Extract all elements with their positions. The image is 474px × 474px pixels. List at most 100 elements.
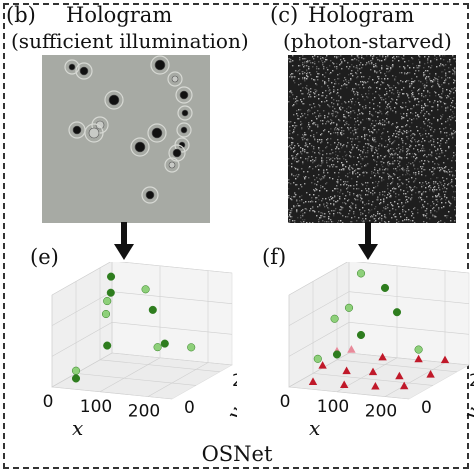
data-points bbox=[71, 272, 196, 383]
y-tick-label: 0 bbox=[184, 398, 195, 418]
grid-line bbox=[288, 291, 470, 326]
particle-ring bbox=[168, 144, 186, 162]
ground-truth-point bbox=[308, 377, 318, 385]
predicted-point bbox=[330, 314, 339, 323]
x-tick-label: 0 bbox=[280, 392, 291, 412]
y-tick-label: 200 bbox=[232, 371, 237, 391]
scatter3d-e: 010020002000246xyz bbox=[43, 262, 237, 440]
predicted-point bbox=[187, 343, 196, 352]
down-arrow-icon bbox=[114, 222, 134, 260]
panel-c-title: Hologram bbox=[308, 3, 415, 27]
predicted-point bbox=[313, 354, 322, 363]
particle-spot bbox=[172, 148, 182, 158]
particle-spot bbox=[151, 127, 163, 139]
x-axis-label: x bbox=[309, 416, 320, 440]
particle-ring bbox=[64, 59, 80, 75]
particle-ring bbox=[141, 186, 159, 204]
down-arrow-icon bbox=[358, 222, 378, 260]
grid-line bbox=[51, 322, 233, 357]
y-tick-label: 0 bbox=[421, 398, 432, 418]
particle-ring bbox=[75, 62, 93, 80]
ground-truth-point bbox=[426, 370, 435, 378]
x-axis-label: x bbox=[72, 416, 83, 440]
predicted-point bbox=[106, 272, 116, 281]
ground-truth-point bbox=[395, 371, 404, 380]
predicted-point bbox=[103, 297, 112, 306]
ground-truth-point bbox=[318, 361, 327, 369]
ground-truth-point bbox=[440, 355, 450, 364]
hologram-sufficient-image bbox=[42, 55, 210, 223]
particle-ring bbox=[91, 116, 109, 134]
panel-b-title: Hologram bbox=[66, 3, 173, 27]
predicted-point bbox=[106, 288, 115, 297]
particle-spot bbox=[181, 109, 189, 117]
predicted-point bbox=[160, 339, 169, 348]
x-tick-label: 0 bbox=[43, 392, 54, 412]
back-pane bbox=[348, 262, 470, 366]
scatter3d-f: 010020002000246xyz bbox=[280, 262, 474, 440]
y-tick-label: 200 bbox=[469, 371, 474, 391]
panel-c-label: (c) bbox=[270, 3, 299, 27]
particle-ring bbox=[167, 71, 183, 87]
x-tick-label: 100 bbox=[317, 397, 349, 417]
particle-ring bbox=[177, 105, 193, 121]
ground-truth-point bbox=[414, 354, 423, 363]
x-tick-label: 200 bbox=[365, 402, 397, 422]
predicted-point bbox=[101, 309, 111, 319]
predicted-point bbox=[380, 283, 390, 292]
predicted-point bbox=[103, 341, 112, 350]
back-pane bbox=[111, 262, 233, 366]
ground-truth-point bbox=[371, 381, 380, 390]
particle-spot bbox=[134, 141, 146, 153]
ground-truth-point bbox=[342, 366, 351, 375]
data-points bbox=[308, 269, 450, 390]
y-axis-label: y bbox=[221, 402, 237, 425]
ground-truth-point bbox=[340, 380, 349, 389]
predicted-point bbox=[71, 366, 81, 375]
particle-ring bbox=[150, 55, 170, 75]
particle-spot bbox=[154, 59, 166, 71]
particle-spot bbox=[108, 94, 120, 106]
predicted-point bbox=[356, 330, 366, 340]
grid-line bbox=[288, 262, 470, 296]
hologram-photon-starved-image bbox=[288, 55, 456, 223]
predicted-point bbox=[344, 303, 354, 312]
particle-spot bbox=[79, 66, 89, 76]
predicted-point bbox=[392, 308, 402, 317]
grid-line bbox=[51, 262, 233, 296]
particle-ring bbox=[176, 122, 192, 138]
y-axis-label: y bbox=[458, 402, 474, 425]
panel-b-subtitle: (sufficient illumination) bbox=[11, 29, 249, 53]
particle-spot bbox=[168, 161, 176, 169]
axes-panes bbox=[288, 262, 470, 400]
grid-line bbox=[288, 352, 470, 388]
predicted-point bbox=[414, 345, 423, 354]
particle-spot bbox=[145, 190, 155, 200]
particle-spot bbox=[95, 120, 105, 130]
panel-b-label: (b) bbox=[6, 3, 36, 27]
ground-truth-point bbox=[378, 352, 387, 361]
particle-spot bbox=[72, 125, 82, 135]
grid-line bbox=[51, 352, 233, 388]
particle-ring bbox=[164, 157, 180, 173]
predicted-point bbox=[148, 305, 157, 314]
predicted-point bbox=[153, 343, 162, 352]
predicted-point bbox=[332, 350, 342, 359]
x-tick-label: 200 bbox=[128, 402, 160, 422]
particle-spot bbox=[180, 126, 188, 134]
particle-spot bbox=[171, 75, 179, 83]
particle-spot bbox=[179, 90, 189, 100]
method-caption: OSNet bbox=[201, 442, 273, 466]
predicted-point bbox=[71, 374, 81, 383]
dashed-frame bbox=[3, 3, 469, 469]
particle-ring bbox=[147, 123, 167, 143]
particle-ring bbox=[84, 123, 104, 143]
particle-ring bbox=[130, 137, 150, 157]
ground-truth-point bbox=[368, 367, 378, 376]
particle-ring bbox=[175, 86, 193, 104]
ground-truth-point bbox=[400, 381, 409, 390]
tick-labels: 010020002000246 bbox=[43, 371, 237, 422]
particle-spot bbox=[68, 63, 76, 71]
panel-f-label: (f) bbox=[262, 245, 287, 269]
ground-truth-point bbox=[347, 345, 356, 353]
